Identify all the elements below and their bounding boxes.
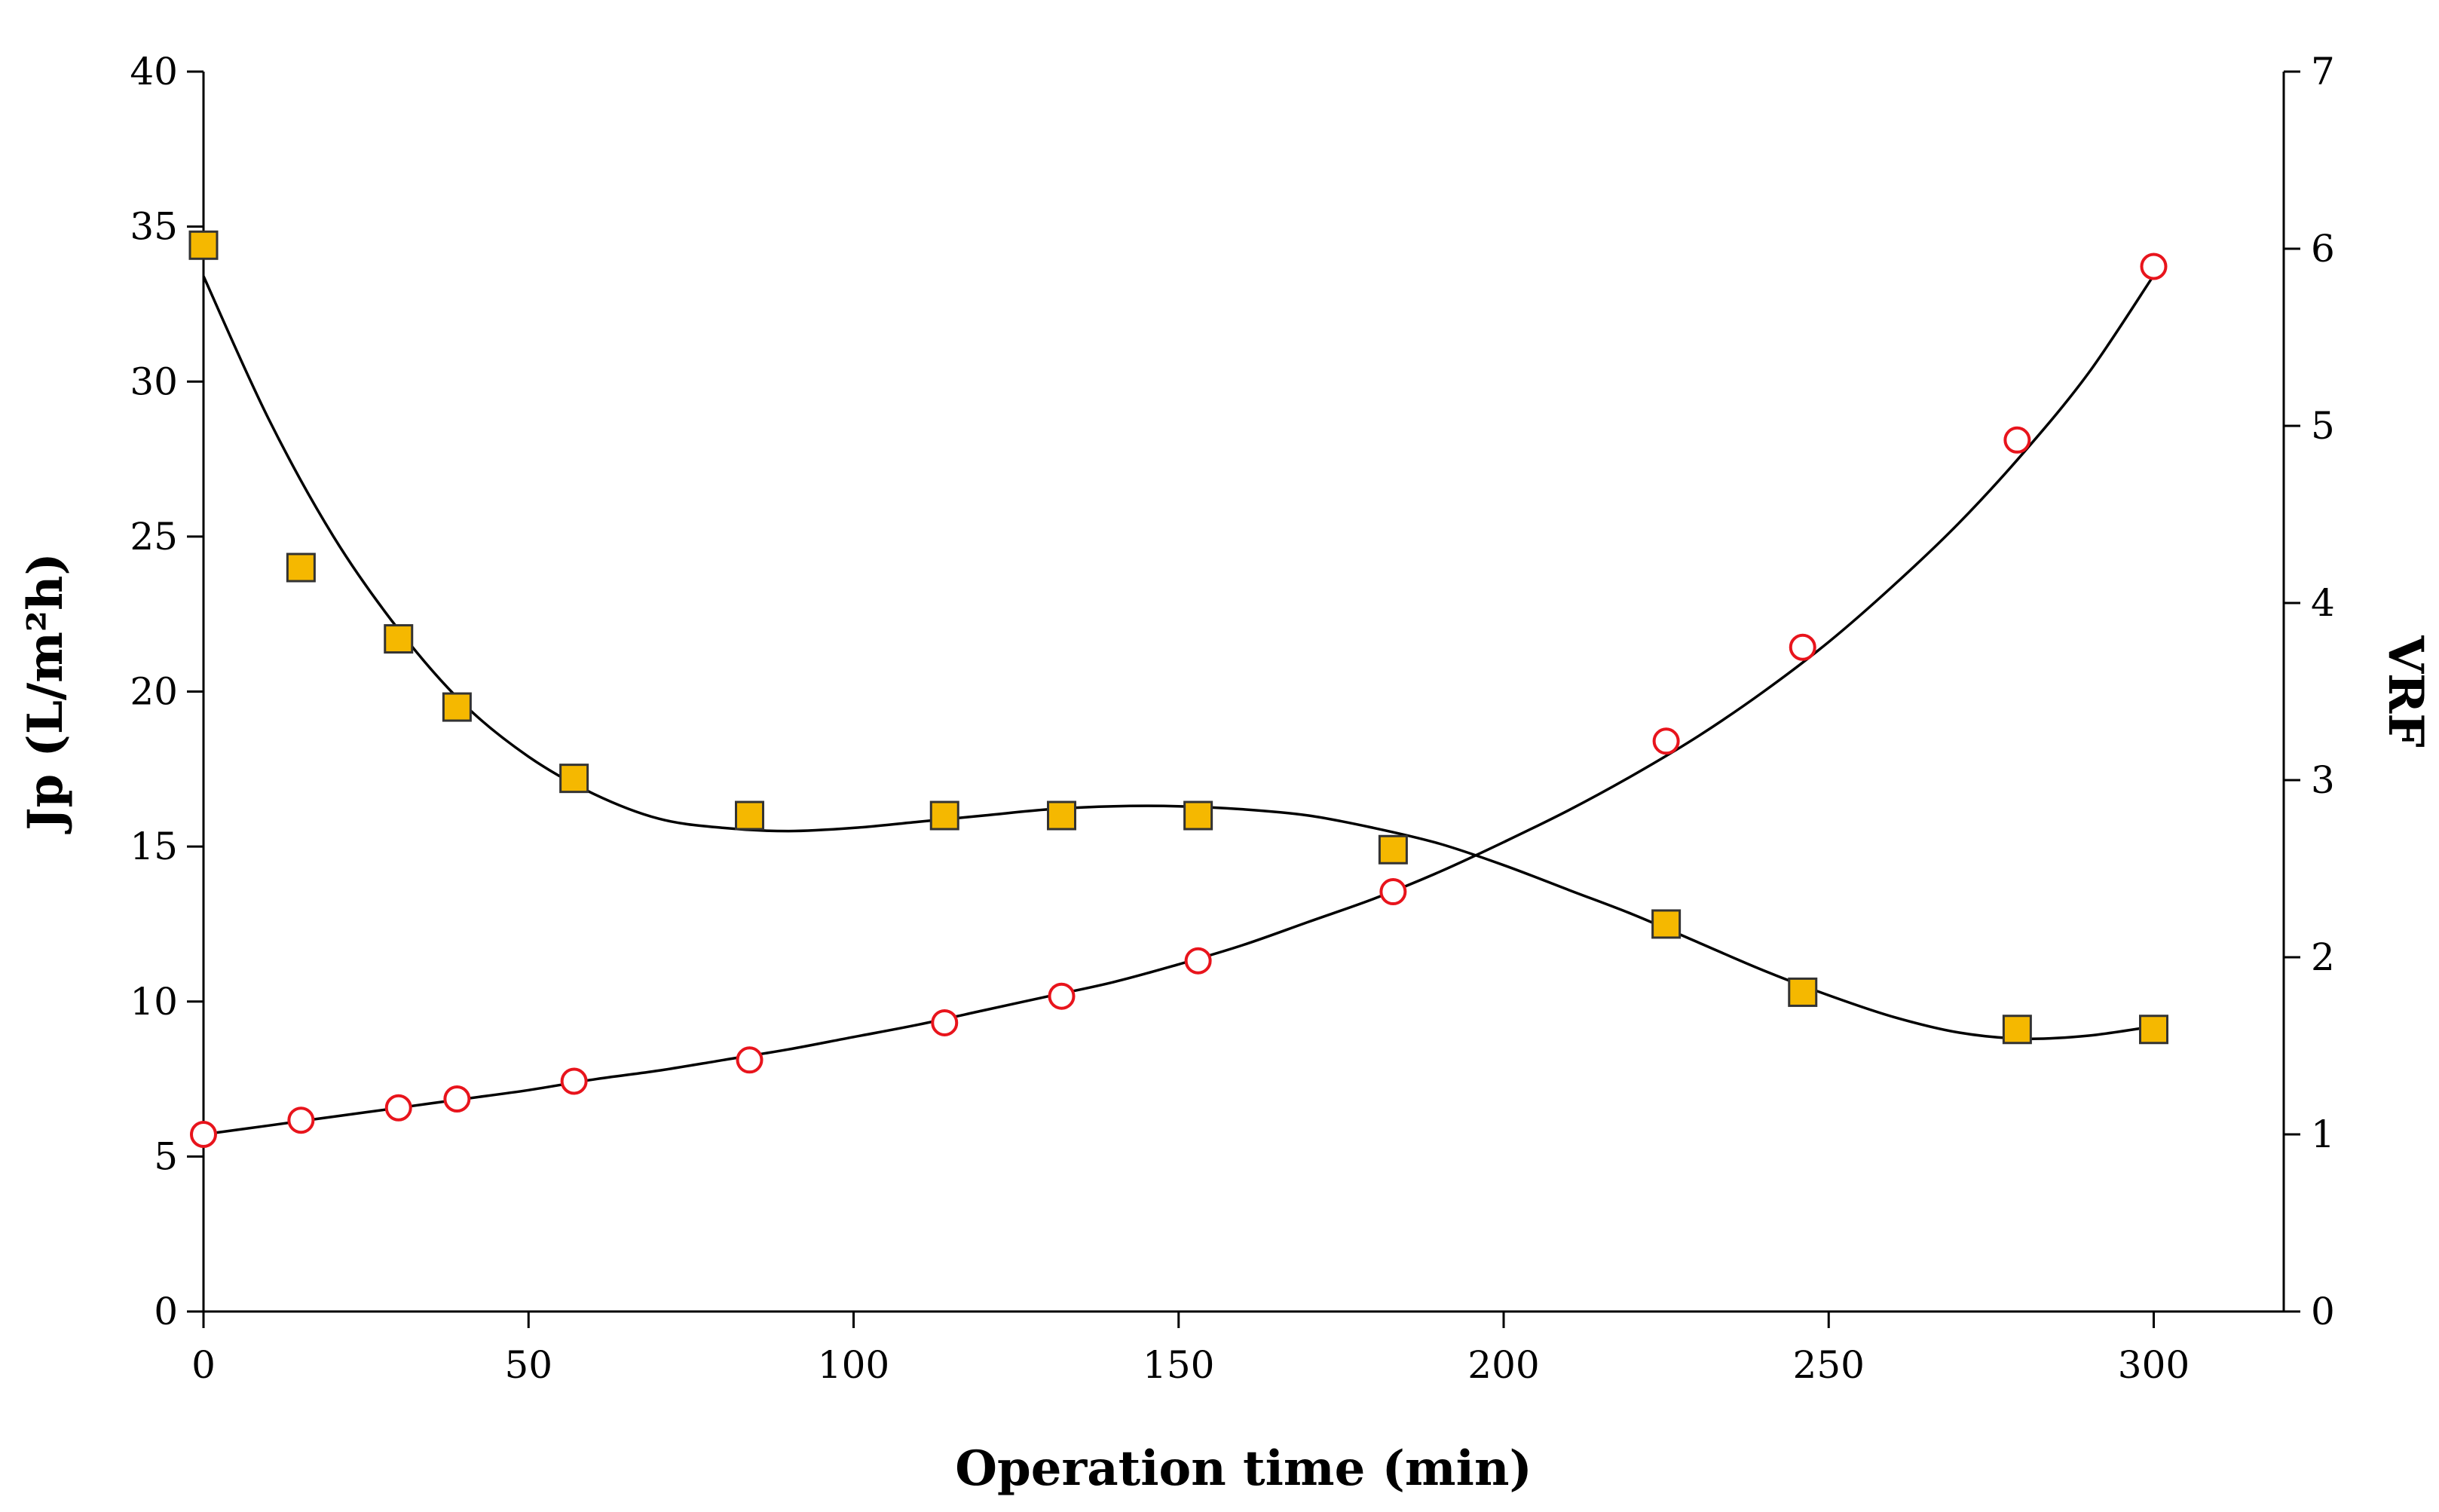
jp-data-point [1651, 909, 1682, 939]
vrf-data-point [2140, 253, 2168, 280]
jp-data-point [735, 800, 764, 831]
jp-data-point [1047, 800, 1076, 831]
vrf-data-point [1652, 727, 1680, 755]
y-tick-left-label: 5 [154, 1134, 178, 1178]
jp-data-point [2139, 1015, 2168, 1045]
y-tick-right-label: 3 [2311, 758, 2335, 802]
vrf-data-point [1789, 633, 1816, 661]
vrf-data-point [1048, 982, 1076, 1010]
vrf-data-point [443, 1085, 471, 1113]
y-tick-right-label: 2 [2311, 935, 2335, 979]
y-tick-left-label: 0 [154, 1290, 178, 1333]
marker-layer [188, 230, 2168, 1148]
y-tick-left-label: 10 [130, 980, 178, 1024]
vrf-data-point [1184, 947, 1212, 975]
jp-data-point [384, 624, 414, 654]
trendline-layer [202, 274, 2155, 1136]
y-tick-right-label: 6 [2311, 227, 2335, 271]
y-axis-title-right: VRF [2377, 635, 2434, 747]
x-tick-label: 150 [1143, 1343, 1214, 1387]
jp-data-point [442, 692, 472, 722]
y-tick-right-label: 4 [2311, 581, 2335, 625]
jp-data-point [1788, 977, 1818, 1007]
x-tick-label: 300 [2118, 1343, 2190, 1387]
y-tick-left-label: 25 [130, 515, 178, 559]
jp-data-point [2002, 1015, 2032, 1045]
vrf-data-point [384, 1094, 412, 1122]
vrf-data-point [560, 1067, 588, 1095]
jp-data-point [929, 800, 959, 831]
vrf-data-point [931, 1009, 959, 1036]
x-tick-label: 50 [504, 1343, 552, 1387]
y-tick-right-label: 1 [2311, 1113, 2335, 1156]
y-tick-left-label: 15 [130, 825, 178, 868]
y-tick-left-label: 40 [130, 50, 178, 93]
vrf-trendline [203, 274, 2155, 1136]
axes-layer: 0 5 10 15 20 25 30 35 40 0 1 2 3 4 5 6 7 0 50 100 150 200 250 3… [130, 50, 2334, 1387]
y-tick-right-label: 7 [2311, 50, 2335, 93]
y-tick-left-label: 35 [130, 205, 178, 249]
vrf-data-point [190, 1121, 217, 1148]
x-tick-label: 200 [1467, 1343, 1539, 1387]
x-axis-title: Operation time (min) [955, 1440, 1532, 1497]
jp-data-point [1183, 800, 1213, 831]
jp-data-point [1378, 834, 1408, 865]
vrf-data-point [736, 1046, 764, 1074]
jp-trendline [202, 275, 2154, 1040]
vrf-data-point [2003, 426, 2031, 454]
y-tick-left-label: 20 [130, 670, 178, 714]
x-tick-label: 0 [191, 1343, 216, 1387]
x-tick-label: 250 [1793, 1343, 1865, 1387]
axis-label-layer: Operation time (min) Jp (L/m²h) VRF [17, 552, 2434, 1497]
x-tick-label: 100 [818, 1343, 889, 1387]
y-tick-right-label: 0 [2311, 1290, 2335, 1333]
y-tick-left-label: 30 [130, 360, 178, 403]
jp-data-point [286, 552, 316, 583]
vrf-data-point [287, 1106, 315, 1134]
jp-data-point [188, 230, 219, 260]
y-axis-title-left: Jp (L/m²h) [17, 552, 74, 834]
y-tick-right-label: 5 [2311, 404, 2335, 448]
jp-data-point [559, 764, 589, 794]
vrf-data-point [1379, 878, 1407, 906]
